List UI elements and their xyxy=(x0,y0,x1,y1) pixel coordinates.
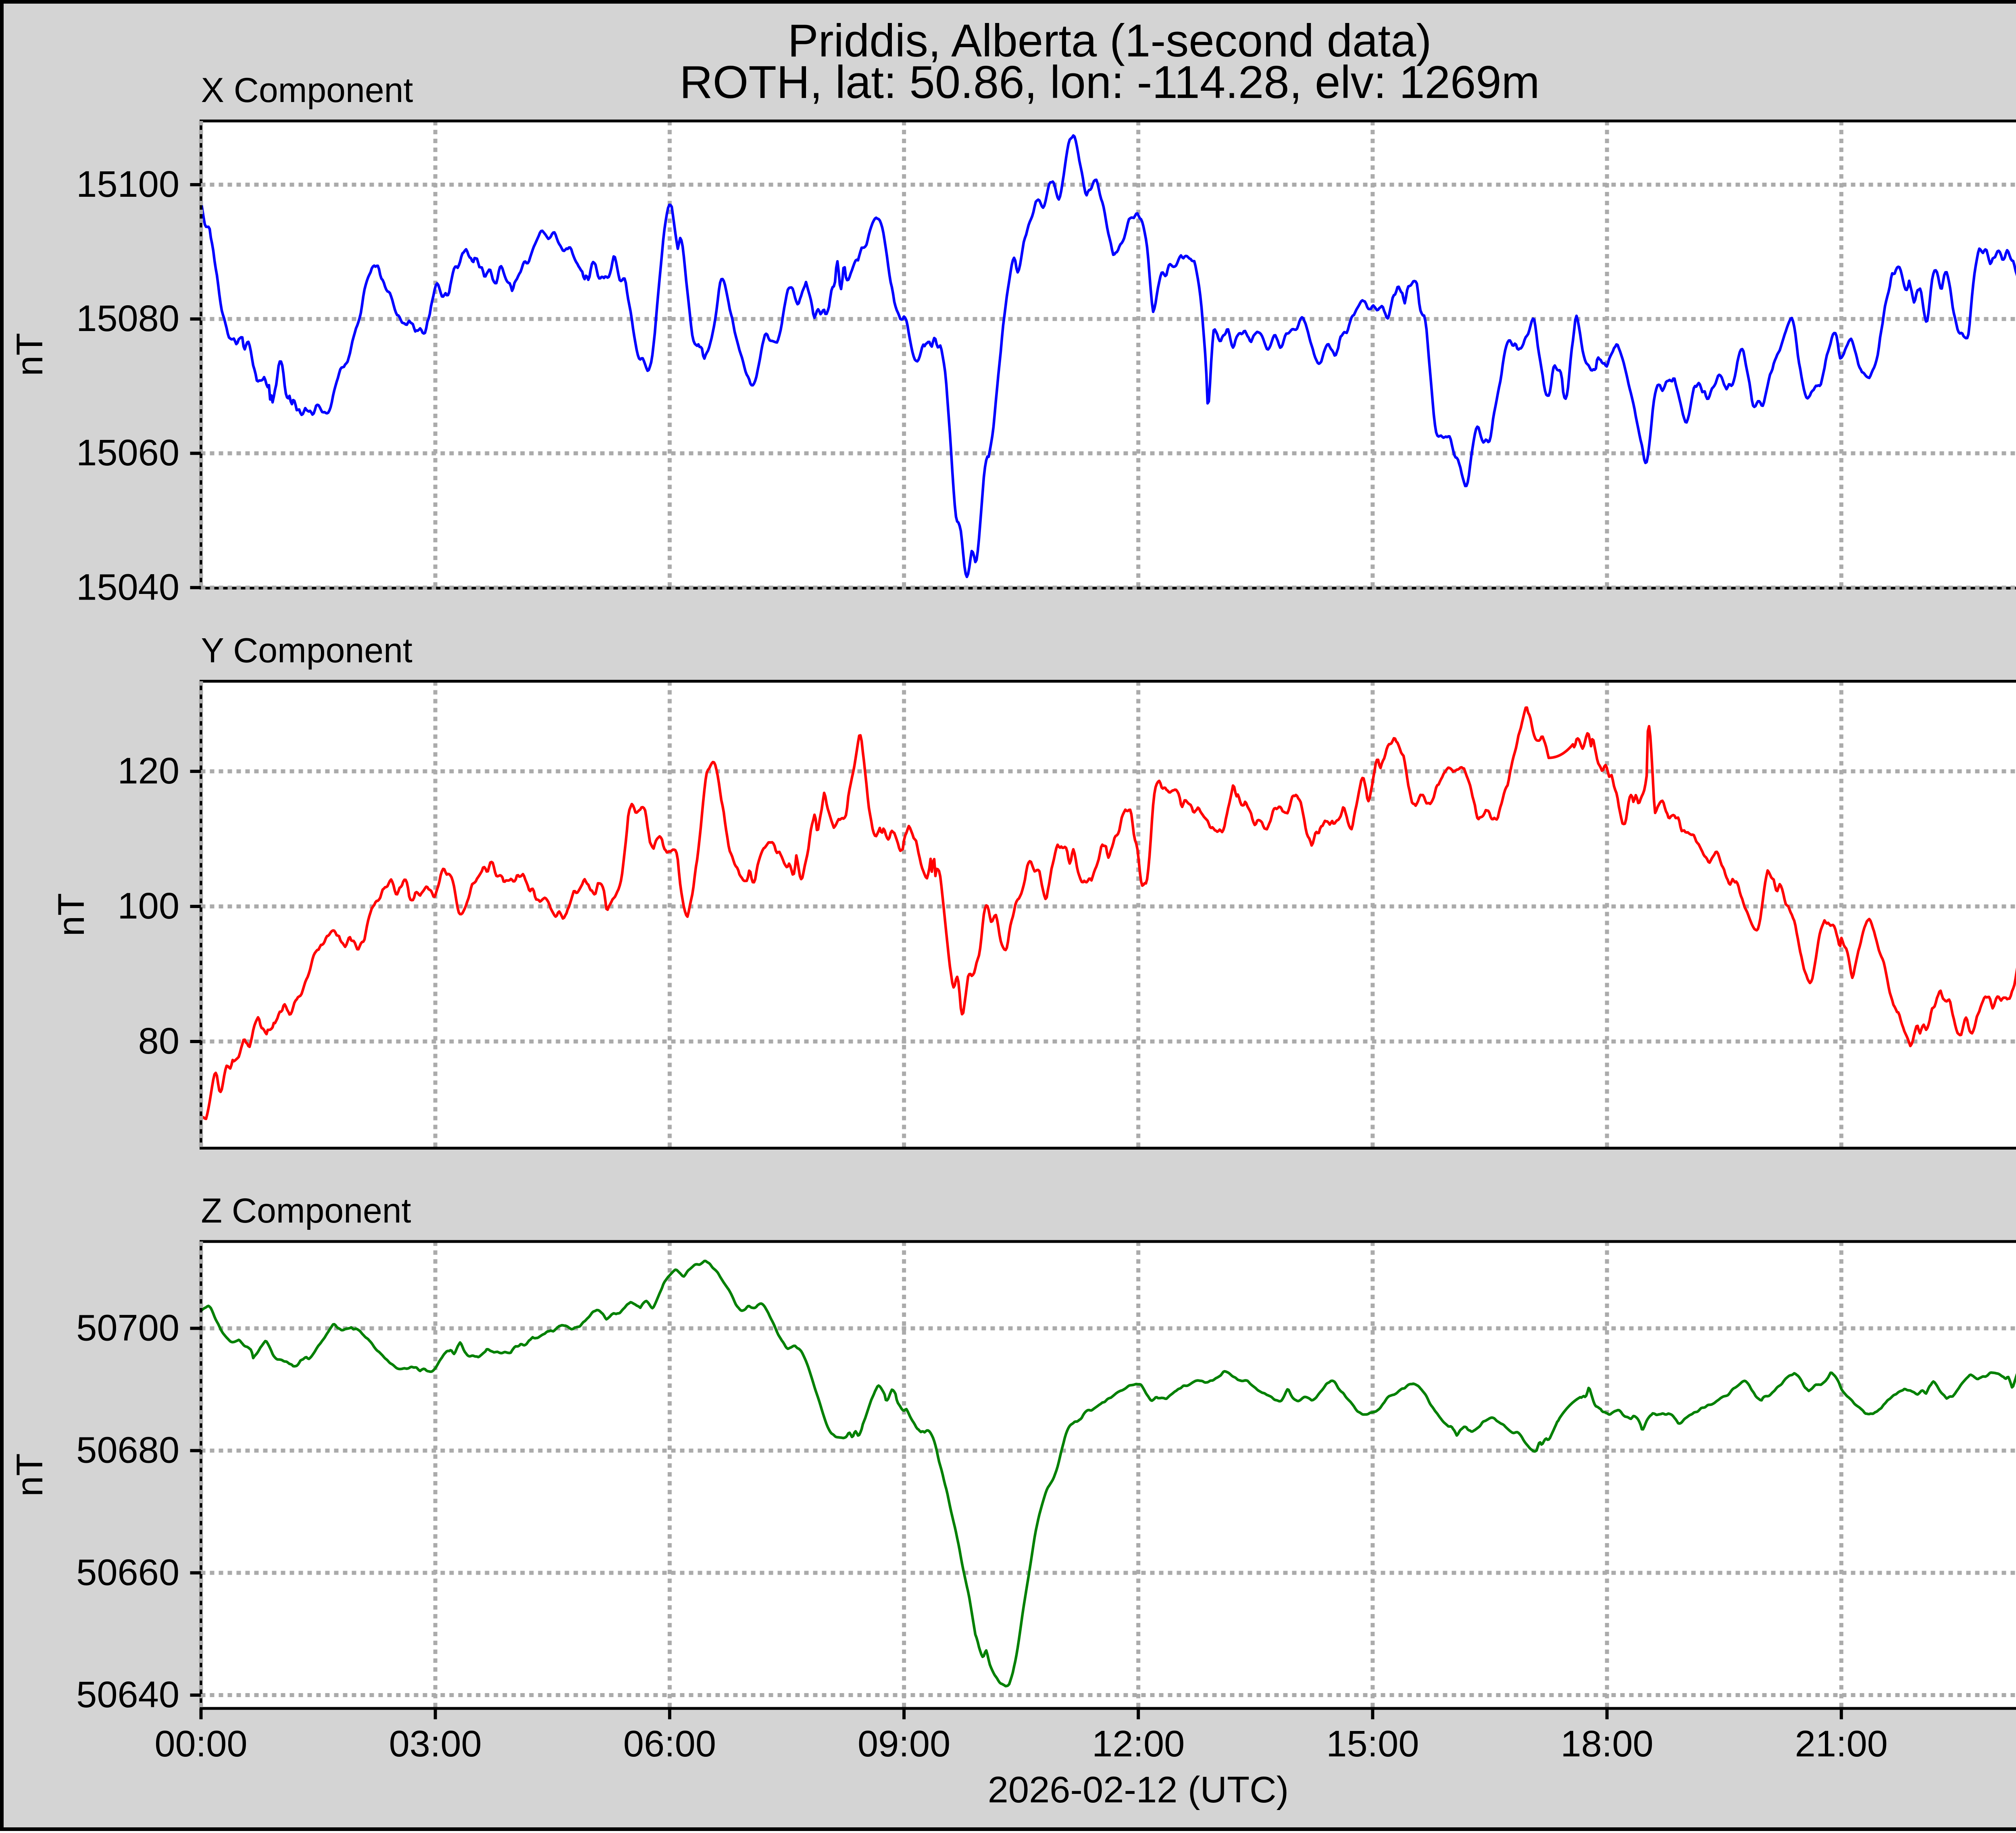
svg-text:80: 80 xyxy=(138,1021,179,1062)
svg-text:Y Component: Y Component xyxy=(201,631,412,670)
svg-text:50680: 50680 xyxy=(76,1430,179,1471)
svg-text:50700: 50700 xyxy=(76,1307,179,1348)
svg-text:12:00: 12:00 xyxy=(1092,1723,1185,1764)
svg-text:nT: nT xyxy=(9,333,50,376)
svg-text:21:00: 21:00 xyxy=(1795,1723,1888,1764)
svg-text:15040: 15040 xyxy=(76,567,179,608)
svg-text:09:00: 09:00 xyxy=(858,1723,950,1764)
svg-text:2026-02-12 (UTC): 2026-02-12 (UTC) xyxy=(988,1769,1289,1810)
svg-text:Z Component: Z Component xyxy=(201,1191,411,1230)
svg-text:X Component: X Component xyxy=(201,71,413,110)
svg-text:100: 100 xyxy=(118,885,180,927)
svg-text:15060: 15060 xyxy=(76,432,179,473)
svg-text:15080: 15080 xyxy=(76,298,179,339)
svg-text:nT: nT xyxy=(9,1453,50,1496)
svg-text:nT: nT xyxy=(51,893,92,936)
svg-text:18:00: 18:00 xyxy=(1560,1723,1653,1764)
svg-text:120: 120 xyxy=(118,750,180,792)
svg-text:ROTH, lat: 50.86, lon: -114.28: ROTH, lat: 50.86, lon: -114.28, elv: 126… xyxy=(679,57,1539,108)
svg-text:03:00: 03:00 xyxy=(389,1723,482,1764)
svg-text:15100: 15100 xyxy=(76,164,179,205)
svg-text:50660: 50660 xyxy=(76,1552,179,1593)
svg-text:50640: 50640 xyxy=(76,1674,179,1715)
svg-text:06:00: 06:00 xyxy=(623,1723,716,1764)
svg-text:15:00: 15:00 xyxy=(1326,1723,1419,1764)
svg-text:00:00: 00:00 xyxy=(154,1723,247,1764)
